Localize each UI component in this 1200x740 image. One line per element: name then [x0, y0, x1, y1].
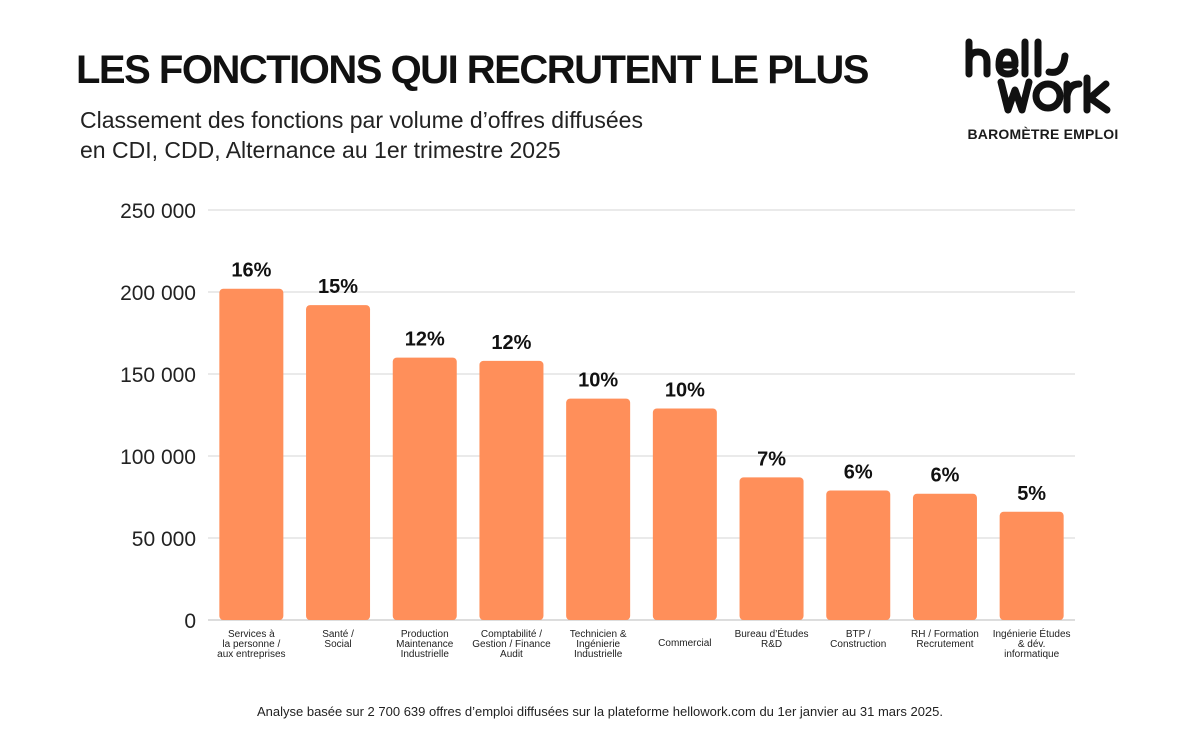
x-tick-label: RH / Formation Recrutement: [911, 629, 979, 650]
hellowork-logo: hellowork: [965, 38, 1111, 114]
subtitle-line-1: Classement des fonctions par volume d’of…: [80, 107, 643, 133]
bar: [306, 305, 371, 620]
y-tick-label: 0: [184, 610, 196, 633]
data-label: 10%: [578, 370, 618, 392]
bar: [826, 490, 891, 620]
bar: [392, 357, 457, 620]
x-tick-label: Services à la personne / aux entreprises: [217, 629, 285, 660]
bar: [479, 360, 544, 620]
bar: [652, 408, 717, 620]
bar: [566, 398, 631, 620]
data-label: 6%: [844, 461, 873, 483]
y-tick-label: 50 000: [132, 528, 196, 551]
bar: [912, 493, 977, 620]
page-title: LES FONCTIONS QUI RECRUTENT LE PLUS: [76, 48, 869, 92]
y-tick-label: 200 000: [120, 282, 196, 305]
data-label: 16%: [231, 260, 271, 282]
x-tick-label: Technicien & Ingénierie Industrielle: [570, 629, 627, 660]
x-tick-label: Bureau d’Études R&D: [735, 627, 809, 650]
y-tick-label: 250 000: [120, 200, 196, 223]
data-label: 7%: [757, 448, 786, 470]
brand-block: hellowork BAROMÈTRE EMPLOI: [958, 38, 1128, 142]
x-tick-label: Ingénierie Études & dév. informatique: [993, 627, 1071, 660]
data-label: 15%: [318, 276, 358, 298]
x-tick-label: Santé / Social: [322, 629, 354, 650]
subtitle-line-2: en CDI, CDD, Alternance au 1er trimestre…: [80, 137, 561, 163]
x-tick-label: BTP / Construction: [830, 629, 886, 650]
bar: [999, 511, 1064, 620]
bar: [739, 477, 804, 620]
x-tick-label: Production Maintenance Industrielle: [396, 629, 454, 660]
footnote: Analyse basée sur 2 700 639 offres d’emp…: [256, 704, 944, 719]
data-label: 10%: [665, 379, 705, 401]
bar: [219, 288, 284, 620]
data-label: 5%: [1017, 483, 1046, 505]
data-label: 12%: [405, 329, 445, 351]
data-label: 6%: [930, 465, 959, 487]
x-tick-label: Commercial: [658, 638, 711, 649]
x-tick-label: Comptabilité / Gestion / Finance Audit: [472, 629, 551, 660]
y-tick-label: 100 000: [120, 446, 196, 469]
subtitle: Classement des fonctions par volume d’of…: [80, 105, 643, 165]
barometre-label: BAROMÈTRE EMPLOI: [967, 126, 1119, 142]
y-tick-label: 150 000: [120, 364, 196, 387]
data-label: 12%: [491, 332, 531, 354]
